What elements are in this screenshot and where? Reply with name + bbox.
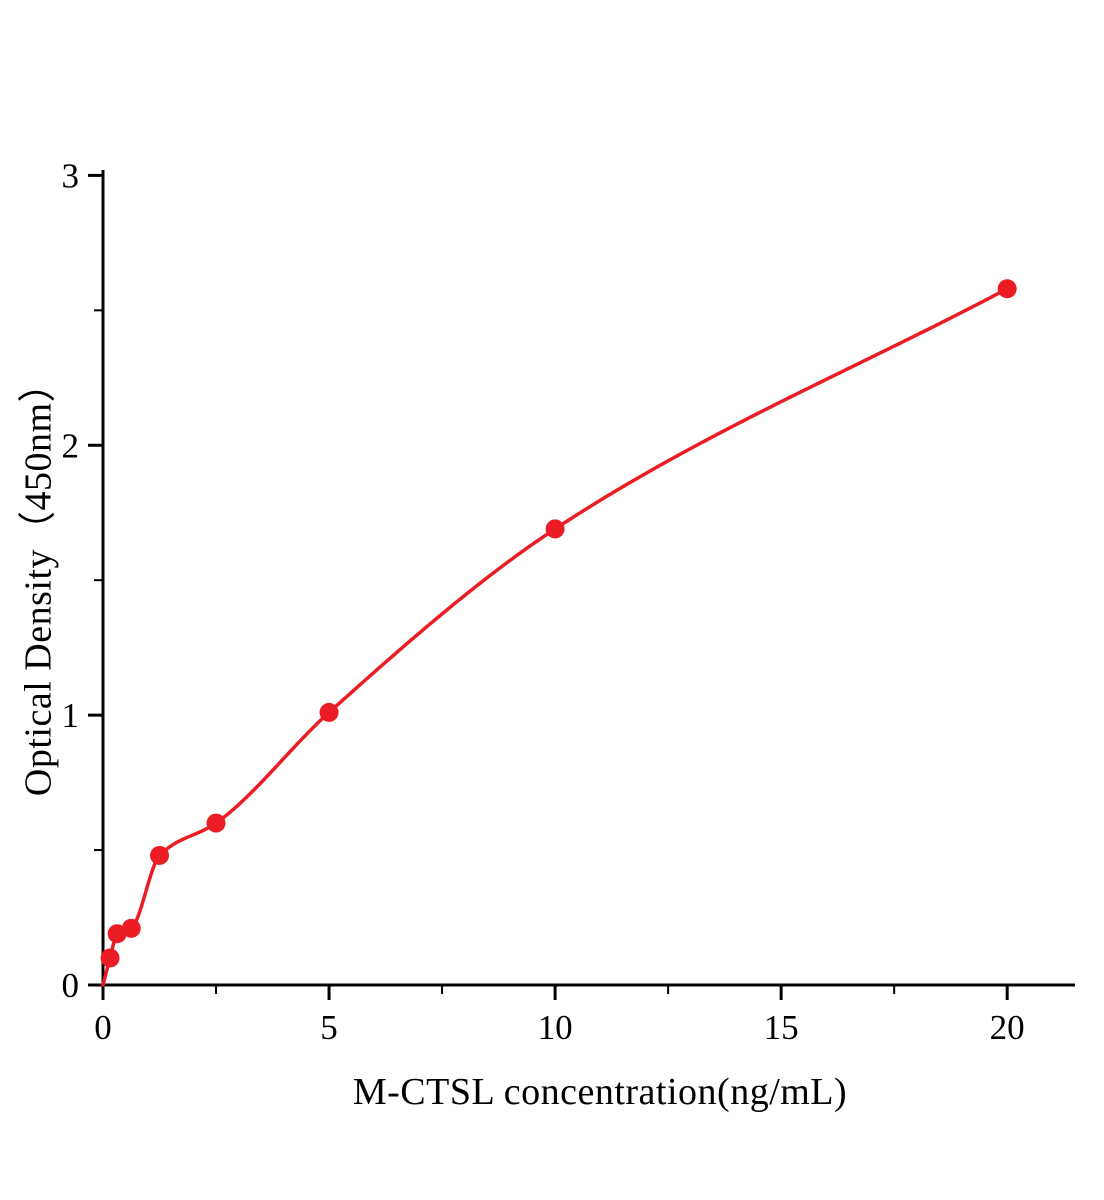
data-point — [100, 948, 120, 968]
data-point — [121, 918, 141, 938]
x-axis-label: M-CTSL concentration(ng/mL) — [352, 1071, 848, 1113]
y-tick-label: 1 — [62, 696, 80, 735]
data-point — [206, 813, 226, 833]
x-tick-label: 0 — [94, 1008, 112, 1047]
x-tick-label: 10 — [538, 1008, 573, 1047]
y-tick-label: 0 — [62, 966, 80, 1005]
y-tick-label: 3 — [62, 156, 80, 195]
y-axis-label: Optical Density（450nm） — [17, 363, 60, 797]
data-point — [150, 845, 170, 865]
data-point — [997, 279, 1017, 299]
data-point — [545, 519, 565, 539]
fit-curve — [101, 286, 1009, 987]
data-point — [319, 702, 339, 722]
x-tick-label: 15 — [764, 1008, 799, 1047]
x-tick-label: 5 — [320, 1008, 338, 1047]
y-tick-label: 2 — [62, 426, 80, 465]
x-tick-label: 20 — [990, 1008, 1025, 1047]
